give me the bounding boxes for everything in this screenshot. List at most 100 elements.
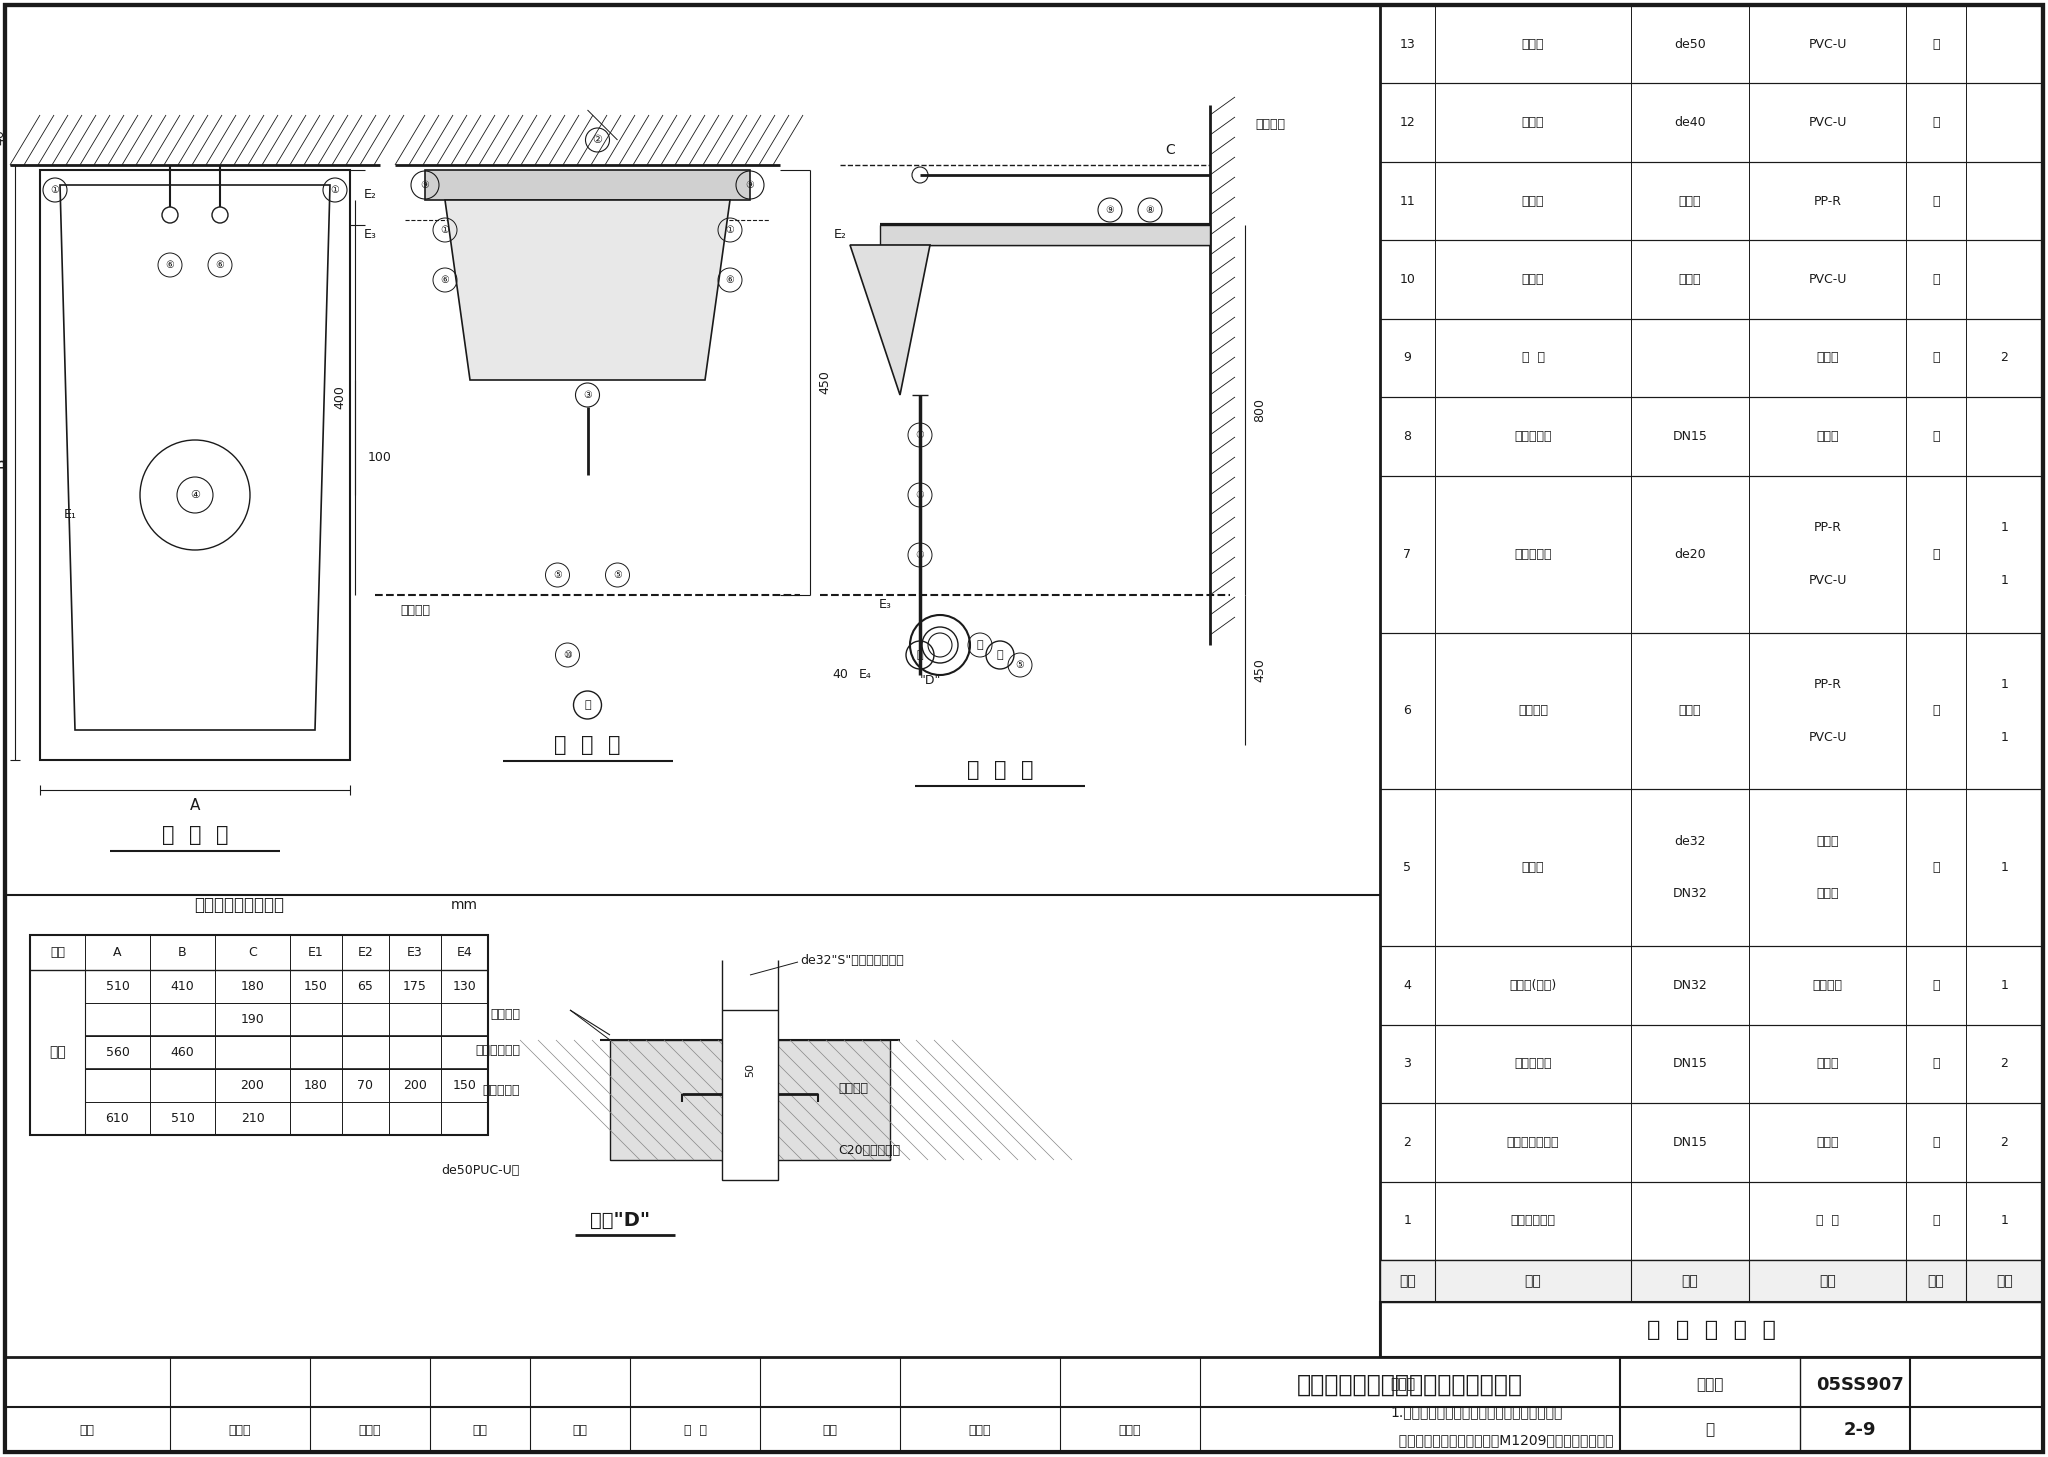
Text: C: C	[1165, 143, 1176, 157]
Text: PP-R: PP-R	[1812, 522, 1841, 535]
Text: 异径三通: 异径三通	[1518, 704, 1548, 717]
Bar	[1380, 83, 2044, 162]
Text: 1.陶瓷片密封龙头、角阀、存水弯等可采用：: 1.陶瓷片密封龙头、角阀、存水弯等可采用：	[1391, 1405, 1563, 1419]
Polygon shape	[444, 200, 729, 380]
Text: 个: 个	[1931, 704, 1939, 717]
Text: 名称: 名称	[1524, 1273, 1542, 1288]
Text: ①: ①	[51, 185, 59, 195]
Text: 设计: 设计	[823, 1423, 838, 1437]
Text: ⑥: ⑥	[166, 259, 174, 270]
Text: 1: 1	[2001, 861, 2009, 874]
Text: 4: 4	[1403, 979, 1411, 992]
Text: E₁: E₁	[63, 508, 76, 522]
Text: 2: 2	[2001, 351, 2009, 364]
Bar	[4, 1356, 2044, 1453]
Text: ⑬: ⑬	[997, 650, 1004, 660]
Text: DN15: DN15	[1673, 1136, 1708, 1148]
Text: ⑤: ⑤	[1016, 660, 1024, 670]
Text: 2: 2	[1403, 1136, 1411, 1148]
Text: 65: 65	[358, 981, 373, 994]
Text: 混凝土楼板: 混凝土楼板	[483, 1084, 520, 1097]
Text: PP-R: PP-R	[1812, 195, 1841, 207]
Text: E₂: E₂	[834, 229, 846, 242]
Text: ⑨: ⑨	[420, 181, 430, 189]
Polygon shape	[850, 245, 930, 395]
Text: 100: 100	[369, 452, 391, 463]
Text: 铜镀铬: 铜镀铬	[1817, 887, 1839, 900]
Text: DN15: DN15	[1673, 430, 1708, 443]
Text: 内螺纹弯头: 内螺纹弯头	[1513, 548, 1552, 561]
Text: PVC-U: PVC-U	[1808, 38, 1847, 51]
Text: 完成地面: 完成地面	[489, 1008, 520, 1021]
Text: 塑料或: 塑料或	[1817, 835, 1839, 848]
Text: 立  面  图: 立 面 图	[555, 734, 621, 755]
Text: 450: 450	[1253, 659, 1266, 682]
Bar	[1380, 1103, 2044, 1182]
Text: 止水翼环: 止水翼环	[838, 1083, 868, 1096]
Text: 按设计: 按设计	[1679, 195, 1702, 207]
Text: 2: 2	[2001, 1136, 2009, 1148]
Bar	[1380, 946, 2044, 1024]
Text: 按设计: 按设计	[1679, 704, 1702, 717]
Text: 陶瓷片密封龙头: 陶瓷片密封龙头	[1507, 1136, 1559, 1148]
Text: 510: 510	[170, 1112, 195, 1125]
Text: 完成墙面: 完成墙面	[1255, 118, 1284, 131]
Text: 米: 米	[1931, 272, 1939, 286]
Text: 450: 450	[819, 370, 831, 395]
Text: 6: 6	[1403, 704, 1411, 717]
Text: E2: E2	[358, 946, 373, 959]
Text: de50PUC-U管: de50PUC-U管	[442, 1164, 520, 1176]
Text: 环氧胶泥嵌缝: 环氧胶泥嵌缝	[475, 1043, 520, 1056]
Text: 米: 米	[1931, 117, 1939, 130]
Text: 审核: 审核	[80, 1423, 94, 1437]
Text: 韩  鑫: 韩 鑫	[684, 1423, 707, 1437]
Text: ⑧: ⑧	[1145, 205, 1155, 216]
Text: E₂: E₂	[365, 188, 377, 201]
Text: ⑬: ⑬	[584, 699, 590, 710]
Text: ④: ④	[190, 490, 201, 500]
Bar	[31, 935, 487, 1135]
Text: 排水管: 排水管	[1522, 117, 1544, 130]
Text: ③: ③	[584, 390, 592, 401]
Text: DN32: DN32	[1673, 979, 1708, 992]
Text: "D": "D"	[920, 673, 940, 686]
Text: 平  面  图: 平 面 图	[162, 825, 227, 845]
Text: 2: 2	[2001, 1058, 2009, 1071]
Text: 冷水管: 冷水管	[1522, 272, 1544, 286]
Text: ①: ①	[440, 224, 449, 235]
Text: 9: 9	[1403, 351, 1411, 364]
Text: 05SS907: 05SS907	[1817, 1375, 1905, 1394]
Text: 个: 个	[1931, 979, 1939, 992]
Text: E4: E4	[457, 946, 473, 959]
Text: PVC-U: PVC-U	[1808, 272, 1847, 286]
Text: 校对: 校对	[473, 1423, 487, 1437]
Text: ⑬: ⑬	[918, 650, 924, 660]
Text: 托  架: 托 架	[1522, 351, 1544, 364]
Text: 个: 个	[1931, 1136, 1939, 1148]
Text: 个: 个	[1931, 1058, 1939, 1071]
Text: 510: 510	[106, 981, 129, 994]
Text: de32: de32	[1675, 835, 1706, 848]
Text: 托架式洗脸盆: 托架式洗脸盆	[1511, 1214, 1556, 1227]
Text: 米: 米	[1931, 38, 1939, 51]
Bar	[41, 170, 350, 761]
Text: 图集号: 图集号	[1696, 1377, 1724, 1393]
Bar	[1380, 319, 2044, 398]
Text: 70: 70	[358, 1080, 373, 1091]
Text: ⑤: ⑤	[553, 570, 561, 580]
Text: 个: 个	[1931, 861, 1939, 874]
Text: 11: 11	[1399, 195, 1415, 207]
Text: 190: 190	[240, 1013, 264, 1026]
Text: 13: 13	[1399, 38, 1415, 51]
Text: 1: 1	[2001, 574, 2009, 587]
Text: ⑤: ⑤	[612, 570, 623, 580]
Text: de40: de40	[1673, 117, 1706, 130]
Text: PVC-U: PVC-U	[1808, 574, 1847, 587]
Text: 排水管: 排水管	[1522, 38, 1544, 51]
Text: 主  要  材  料  表: 主 要 材 料 表	[1647, 1320, 1776, 1339]
Text: 者君师: 者君师	[358, 1423, 381, 1437]
Text: DN15: DN15	[1673, 1058, 1708, 1071]
Text: 7: 7	[1403, 548, 1411, 561]
Text: mm: mm	[451, 898, 477, 912]
Bar	[1380, 632, 2044, 790]
